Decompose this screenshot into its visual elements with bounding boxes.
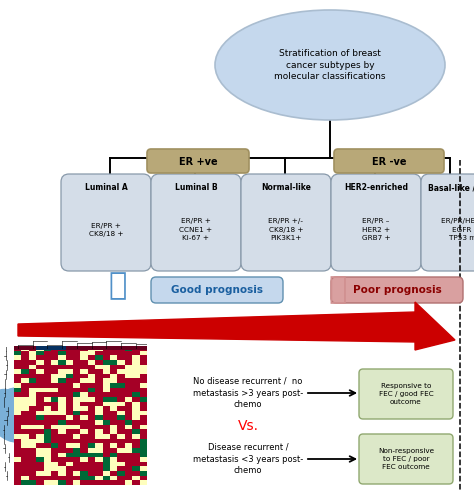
Text: Basal-like /TNBCs: Basal-like /TNBCs [428,184,474,193]
Text: Poor prognosis: Poor prognosis [353,285,441,295]
Text: ER/PR +
CCNE1 +
Ki-67 +: ER/PR + CCNE1 + Ki-67 + [180,218,212,242]
Circle shape [42,396,90,444]
Text: Vs.: Vs. [237,419,258,433]
Text: Normal-like: Normal-like [261,184,311,193]
FancyBboxPatch shape [359,434,453,484]
Polygon shape [18,302,455,350]
Circle shape [18,403,65,451]
FancyBboxPatch shape [147,149,249,173]
Text: ER/PR +/-
CK8/18 +
PIK3K1+: ER/PR +/- CK8/18 + PIK3K1+ [268,218,303,242]
Text: Responsive to
FEC / good FEC
outcome: Responsive to FEC / good FEC outcome [379,383,433,405]
Text: Disease recurrent /
metastasis <3 years post-
chemo: Disease recurrent / metastasis <3 years … [193,443,303,475]
Text: Luminal B: Luminal B [175,184,217,193]
Text: No disease recurrent /  no
metastasis >3 years post-
chemo: No disease recurrent / no metastasis >3 … [193,377,303,409]
Circle shape [79,403,127,451]
Circle shape [98,396,139,437]
Text: Stratification of breast
cancer subtypes by
molecular classifications: Stratification of breast cancer subtypes… [274,50,386,81]
FancyBboxPatch shape [421,174,474,271]
Circle shape [0,388,45,442]
FancyBboxPatch shape [334,149,444,173]
Text: ER/PR/HER2 –
EGFR +
TP53 mut: ER/PR/HER2 – EGFR + TP53 mut [441,218,474,242]
FancyBboxPatch shape [331,174,421,271]
Circle shape [0,390,27,434]
FancyBboxPatch shape [61,174,151,271]
Text: ER +ve: ER +ve [179,157,217,167]
Text: ER/PR –
HER2 +
GRB7 +: ER/PR – HER2 + GRB7 + [362,218,390,242]
Text: Underlying molecular
mechanisms:
Epigenetic programming?: Underlying molecular mechanisms: Epigene… [24,424,136,456]
Text: Good prognosis: Good prognosis [171,285,263,295]
Text: Luminal A: Luminal A [85,184,128,193]
Text: ER -ve: ER -ve [372,157,406,167]
Circle shape [50,374,88,412]
Circle shape [30,374,74,418]
Ellipse shape [215,10,445,120]
FancyBboxPatch shape [151,277,283,303]
Text: Non-responsive
to FEC / poor
FEC outcome: Non-responsive to FEC / poor FEC outcome [378,448,434,470]
Circle shape [74,378,115,418]
FancyBboxPatch shape [359,369,453,419]
Text: 👍: 👍 [109,271,127,300]
Text: 👎: 👎 [329,276,347,304]
Text: HER2-enriched: HER2-enriched [344,184,408,193]
FancyBboxPatch shape [241,174,331,271]
Text: ER/PR +
CK8/18 +: ER/PR + CK8/18 + [89,223,123,237]
FancyBboxPatch shape [151,174,241,271]
FancyBboxPatch shape [331,277,463,303]
Circle shape [64,393,108,437]
Text: Prognosis worsened: Prognosis worsened [173,342,307,354]
